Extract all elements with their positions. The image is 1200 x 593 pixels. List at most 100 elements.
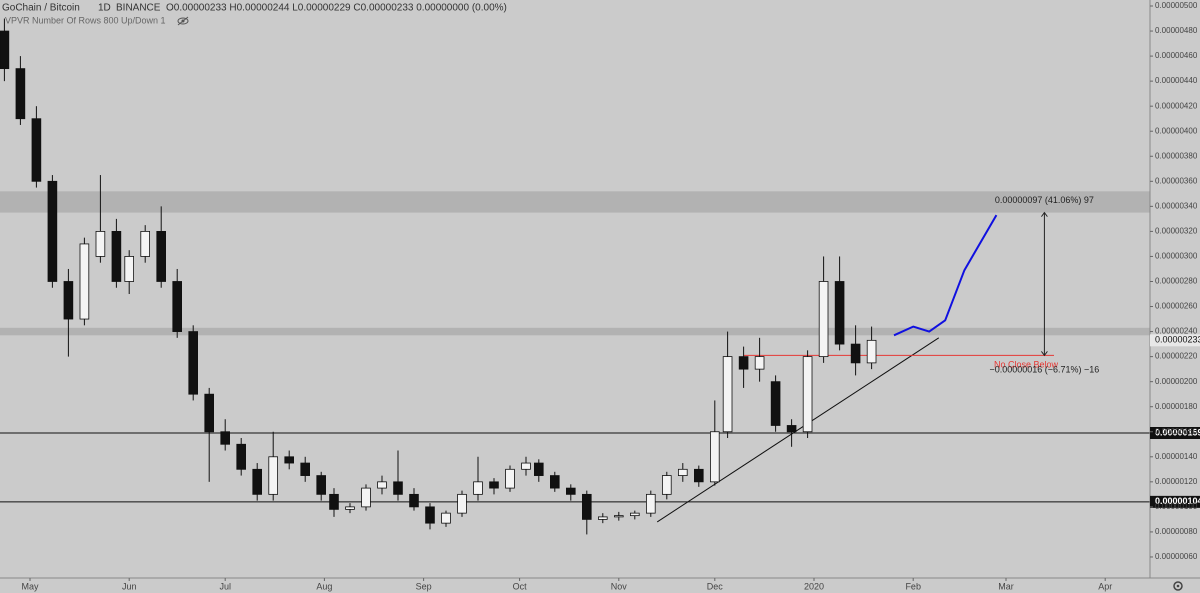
y-tick-label: 0.00000160 xyxy=(1155,427,1198,436)
indicator: VPVR Number Of Rows 800 Up/Down 1 xyxy=(5,15,166,25)
candle-body xyxy=(63,281,74,320)
x-tick-label: Dec xyxy=(707,581,724,591)
candle-body xyxy=(111,231,122,282)
y-tick-label: 0.00000240 xyxy=(1155,327,1198,336)
y-tick-label: 0.00000200 xyxy=(1155,377,1198,386)
candle-body xyxy=(361,487,371,508)
y-tick-label: 0.00000360 xyxy=(1155,176,1198,185)
candle-body xyxy=(156,231,167,282)
x-tick-label: Apr xyxy=(1098,581,1112,591)
candle-body xyxy=(866,339,877,364)
y-tick-label: 0.00000420 xyxy=(1155,101,1198,110)
candle-body xyxy=(0,30,10,70)
candle-body xyxy=(345,506,355,510)
y-tick-label: 0.00000300 xyxy=(1155,252,1198,261)
candle-body xyxy=(786,425,797,433)
x-tick-label: Nov xyxy=(611,581,628,591)
candle-body xyxy=(850,343,861,364)
candle-body xyxy=(678,468,688,476)
y-tick-label: 0.00000140 xyxy=(1155,452,1198,461)
candle-body xyxy=(268,456,278,495)
candle-body xyxy=(694,468,704,483)
y-tick-label: 0.00000500 xyxy=(1155,1,1198,10)
candle-body xyxy=(95,231,106,257)
exchange: BINANCE xyxy=(116,3,161,14)
candle-body xyxy=(598,516,608,520)
y-tick-label: 0.00000180 xyxy=(1155,402,1198,411)
candle-body xyxy=(754,356,765,370)
candle-body xyxy=(738,356,749,370)
settings-icon[interactable] xyxy=(1173,581,1183,591)
candle-body xyxy=(377,481,387,489)
y-tick-label: 0.00000280 xyxy=(1155,277,1198,286)
measure-arrow-down xyxy=(1041,351,1048,357)
candle-body xyxy=(329,493,339,510)
candle-body xyxy=(409,493,419,508)
x-tick-label: Jun xyxy=(122,581,137,591)
candle-body xyxy=(220,431,231,445)
candle-body xyxy=(441,512,451,524)
eye-icon[interactable] xyxy=(177,16,189,26)
y-tick-label: 0.00000260 xyxy=(1155,302,1198,311)
x-tick-label: 2020 xyxy=(804,581,824,591)
candle-body xyxy=(300,462,310,476)
candle-body xyxy=(393,481,403,495)
candle-body xyxy=(582,493,592,520)
support-label: No Close Below xyxy=(994,360,1059,370)
candle-body xyxy=(140,231,151,257)
x-tick-label: May xyxy=(21,581,39,591)
candle-body xyxy=(566,487,576,495)
y-tick-label: 0.00000100 xyxy=(1155,502,1198,511)
y-tick-label: 0.00000120 xyxy=(1155,477,1198,486)
y-tick-label: 0.00000460 xyxy=(1155,51,1198,60)
trendline xyxy=(656,337,940,523)
x-tick-label: Mar xyxy=(998,581,1014,591)
candle-body xyxy=(722,356,733,433)
level-label-box xyxy=(1150,495,1200,508)
y-tick-label: 0.00000320 xyxy=(1155,227,1198,236)
candle-body xyxy=(646,493,656,514)
candle-body xyxy=(172,281,183,332)
level-label: 0.00000159 xyxy=(1155,427,1200,437)
price-zone xyxy=(0,191,1150,213)
measure-arrow-up xyxy=(1041,211,1048,217)
y-tick-label: 0.00000400 xyxy=(1155,126,1198,135)
candle-body xyxy=(521,462,531,470)
x-tick-label: Sep xyxy=(416,581,432,591)
candle-body xyxy=(662,475,672,495)
y-tick-label: 0.00000060 xyxy=(1155,552,1198,561)
candle-body xyxy=(31,118,42,182)
candle-body xyxy=(188,331,199,395)
x-tick-label: Feb xyxy=(905,581,921,591)
level-label: 0.00000104 xyxy=(1155,496,1200,506)
y-tick-label: 0.00000080 xyxy=(1155,527,1198,536)
level-label-box xyxy=(1150,426,1200,439)
candle-body xyxy=(15,68,26,120)
y-tick-label: 0.00000440 xyxy=(1155,76,1198,85)
y-tick-label: 0.00000380 xyxy=(1155,151,1198,160)
y-tick-label: 0.00000480 xyxy=(1155,26,1198,35)
price-zone xyxy=(0,327,1150,336)
candle-body xyxy=(770,381,781,426)
y-tick-label: 0.00000220 xyxy=(1155,352,1198,361)
interval: 1D xyxy=(98,3,111,14)
candle-body xyxy=(425,506,435,524)
candle-body xyxy=(710,431,720,483)
candle-body xyxy=(614,515,624,518)
candle-body xyxy=(204,393,215,433)
candle-body xyxy=(473,481,483,495)
candle-body xyxy=(316,475,326,495)
candle-body xyxy=(834,281,845,345)
current-price-label: 0.00000233 xyxy=(1155,335,1200,345)
current-price-box xyxy=(1150,334,1200,347)
candle-body xyxy=(79,243,90,320)
ohlc: O0.00000233 H0.00000244 L0.00000229 C0.0… xyxy=(166,3,507,14)
x-tick-label: Jul xyxy=(219,581,231,591)
y-tick-label: 0.00000340 xyxy=(1155,201,1198,210)
candle-body xyxy=(47,180,58,282)
measure-up-label: 0.00000097 (41.06%) 97 xyxy=(995,195,1094,205)
candle-body xyxy=(505,468,515,489)
candle-body xyxy=(818,281,829,358)
